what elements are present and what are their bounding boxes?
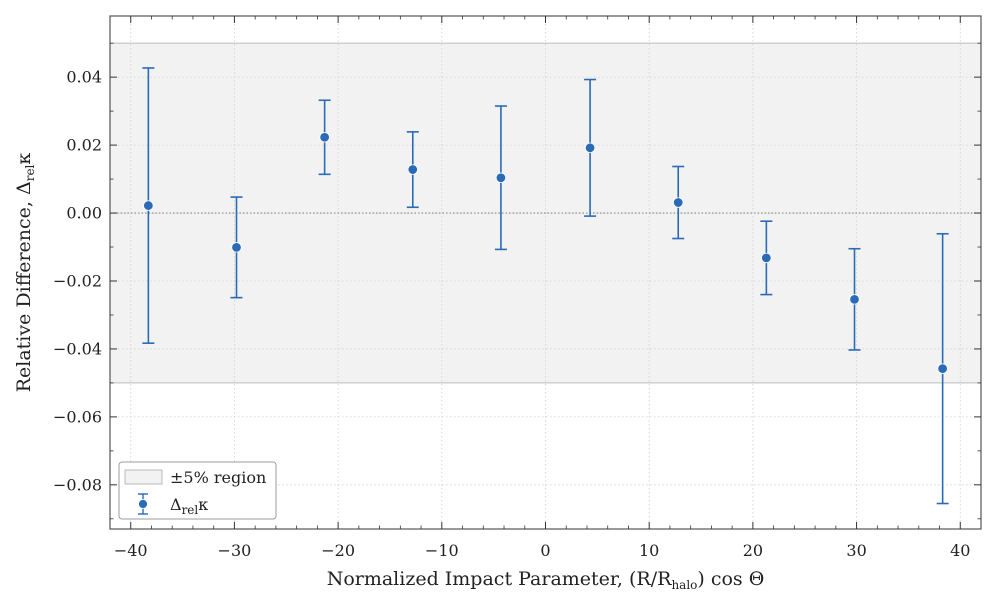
data-point xyxy=(495,172,507,183)
data-point xyxy=(761,252,772,264)
y-tick-label: −0.06 xyxy=(53,407,102,426)
data-point xyxy=(143,200,154,211)
legend-series-label: Δrelκ xyxy=(170,495,208,517)
x-tick-label: 30 xyxy=(846,541,866,560)
data-point xyxy=(584,142,596,154)
data-point xyxy=(849,294,860,305)
y-tick-label: 0.02 xyxy=(66,136,102,155)
y-tick-label: −0.02 xyxy=(53,271,102,290)
x-tick-label: 20 xyxy=(743,541,763,560)
x-tick-label: 40 xyxy=(950,541,970,560)
x-tick-label: −30 xyxy=(218,541,252,560)
x-tick-label: −10 xyxy=(425,541,459,560)
legend-band-swatch xyxy=(124,469,163,485)
y-tick-label: 0.00 xyxy=(66,204,102,223)
x-tick-label: 10 xyxy=(639,541,659,560)
x-tick-label: −40 xyxy=(114,541,148,560)
data-point xyxy=(937,363,948,374)
legend-series-marker xyxy=(138,499,148,509)
y-tick-label: −0.04 xyxy=(53,339,102,358)
y-tick-label: −0.08 xyxy=(53,475,102,494)
y-axis-title: Relative Difference, Δrelκ xyxy=(13,153,37,393)
y-tick-label: 0.04 xyxy=(66,68,102,87)
data-point xyxy=(319,132,330,143)
legend-band-label: ±5% region xyxy=(170,468,266,487)
data-point xyxy=(673,197,684,208)
data-point xyxy=(407,164,418,175)
x-axis-title: Normalized Impact Parameter, (R/Rhalo) c… xyxy=(327,568,765,592)
x-tick-label: 0 xyxy=(540,541,550,560)
x-tick-label: −20 xyxy=(321,541,355,560)
data-point xyxy=(231,242,242,253)
legend: ±5% region Δrelκ xyxy=(118,461,277,520)
